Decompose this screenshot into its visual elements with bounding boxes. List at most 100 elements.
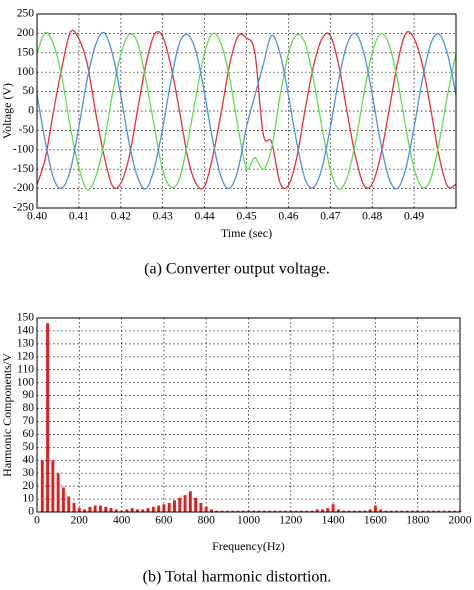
bar [51,460,55,512]
bar [220,510,224,512]
bar [67,496,71,512]
x-tick-label: 0.42 [111,211,131,223]
bar [395,510,399,512]
bar [77,508,81,512]
bar [442,510,446,512]
bar [173,500,176,512]
x-tick-label: 600 [155,515,173,527]
plot-frame [36,317,461,513]
bar [432,510,436,512]
bar [215,510,219,512]
y-tick-label: 100 [17,66,35,78]
x-tick-label: 0.48 [362,211,382,223]
bar [336,509,340,512]
y-tick-label: -100 [13,143,34,155]
bar [358,510,361,512]
bar [363,510,367,512]
y-tick-label: 30 [23,467,35,479]
y-tick-label: 120 [17,350,35,362]
x-axis-label: Frequency(Hz) [212,539,285,553]
bar [88,506,92,512]
x-tick-label: 0.45 [236,211,256,223]
x-tick-label: 2000 [449,515,472,527]
y-tick-label: 110 [17,363,34,375]
bar [194,497,198,512]
bar [268,510,272,512]
bar [289,510,293,512]
y-axis-label: Harmonic Components/V [0,353,14,477]
y-tick-label: 0 [28,506,34,518]
bar [93,505,97,512]
bar [141,509,145,512]
bar [447,510,451,512]
x-tick-label: 0.44 [195,211,215,223]
bar [257,510,261,512]
x-tick-label: 0.40 [27,211,47,223]
x-tick-label: 1000 [237,515,260,527]
y-tick-label: 90 [23,389,35,401]
bar [183,495,187,512]
y-tick-label: 10 [23,493,35,505]
bar [421,510,425,512]
bar [210,509,213,512]
bar [40,460,44,512]
bar [373,505,377,512]
y-tick-label: -50 [19,124,35,136]
bar [384,510,388,512]
bar [204,506,208,512]
y-tick-label: 70 [23,415,35,427]
y-tick-label: 200 [17,27,35,39]
y-tick-label: 60 [23,428,35,440]
bar [342,510,346,512]
bar [130,508,134,512]
bar [326,508,330,512]
x-tick-label: 400 [113,515,131,527]
y-tick-label: -250 [13,202,34,214]
bar [225,510,229,512]
y-tick-label: 50 [23,441,35,453]
bar [347,510,351,512]
bar [157,505,161,512]
bar [104,506,108,512]
bar [453,510,457,512]
bar [56,473,60,512]
x-tick-label: 0.49 [404,211,424,223]
series-line [36,31,457,190]
bar [368,509,372,512]
bar [352,510,356,512]
y-tick-label: 80 [23,402,35,414]
bar [231,510,235,512]
bar [109,508,113,512]
y-tick-label: 50 [23,85,35,97]
series-line [36,31,457,191]
series-line [36,29,457,190]
bar [315,509,319,512]
x-tick-label: 0.41 [69,211,89,223]
y-tick-label: 20 [23,480,35,492]
y-tick-label: 40 [23,454,35,466]
bar [389,510,393,512]
bar [379,509,383,512]
plot-frame [36,13,457,209]
bar [284,510,287,512]
bar [236,510,240,512]
y-tick-label: 0 [28,105,34,117]
bar [278,510,282,512]
bar [331,504,335,512]
bar [294,510,298,512]
x-tick-label: 0 [34,515,40,527]
bar [72,502,76,512]
bar [410,510,414,512]
bar [426,510,430,512]
y-tick-label: 100 [17,376,35,388]
x-tick-label: 0.46 [278,211,298,223]
bar [188,491,192,512]
bar [162,504,166,512]
x-tick-label: 800 [198,515,216,527]
bar [61,487,65,512]
bar [199,502,203,512]
bar [299,510,303,512]
bar [321,509,324,512]
y-tick-label: 130 [17,338,35,350]
y-tick-label: -150 [13,163,34,175]
